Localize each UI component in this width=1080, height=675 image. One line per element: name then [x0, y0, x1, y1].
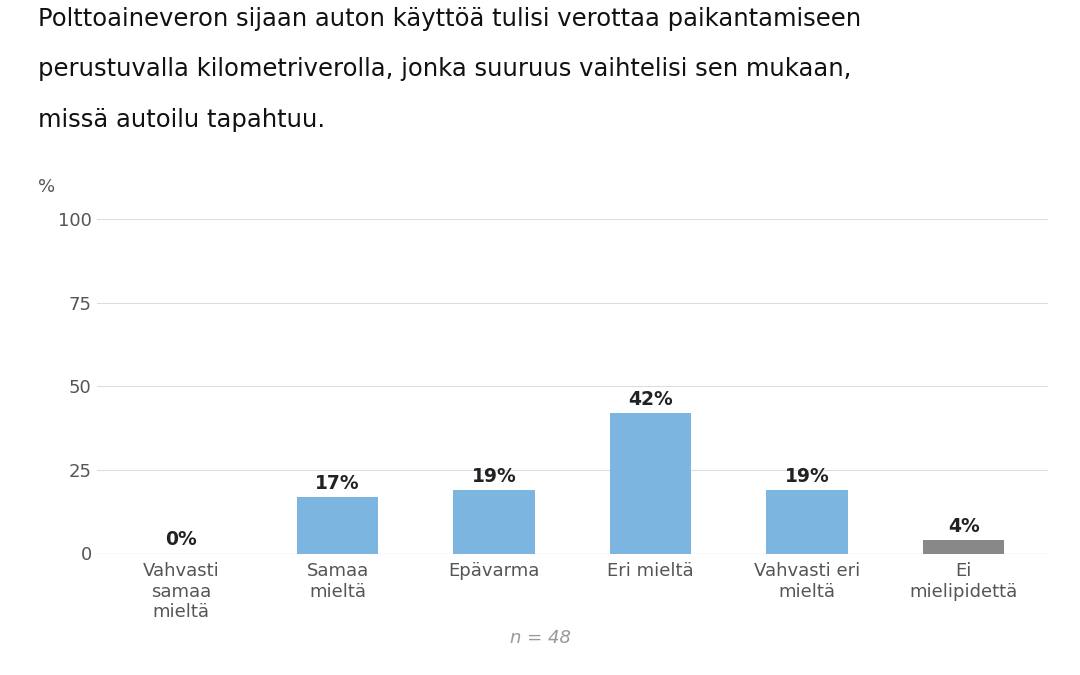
- Bar: [923, 540, 1004, 553]
- Text: 17%: 17%: [315, 474, 360, 493]
- Bar: [610, 413, 691, 554]
- Bar: [767, 490, 848, 554]
- Text: %: %: [38, 178, 55, 196]
- Text: 42%: 42%: [629, 390, 673, 409]
- Text: perustuvalla kilometriverolla, jonka suuruus vaihtelisi sen mukaan,: perustuvalla kilometriverolla, jonka suu…: [38, 57, 851, 82]
- Text: Polttoaineveron sijaan auton käyttöä tulisi verottaa paikantamiseen: Polttoaineveron sijaan auton käyttöä tul…: [38, 7, 861, 31]
- Text: n = 48: n = 48: [510, 629, 570, 647]
- Text: 0%: 0%: [165, 531, 197, 549]
- Bar: [297, 497, 378, 554]
- Text: 19%: 19%: [785, 467, 829, 486]
- Text: missä autoilu tapahtuu.: missä autoilu tapahtuu.: [38, 108, 325, 132]
- Bar: [454, 490, 535, 554]
- Text: 19%: 19%: [472, 467, 516, 486]
- Text: 4%: 4%: [948, 517, 980, 536]
